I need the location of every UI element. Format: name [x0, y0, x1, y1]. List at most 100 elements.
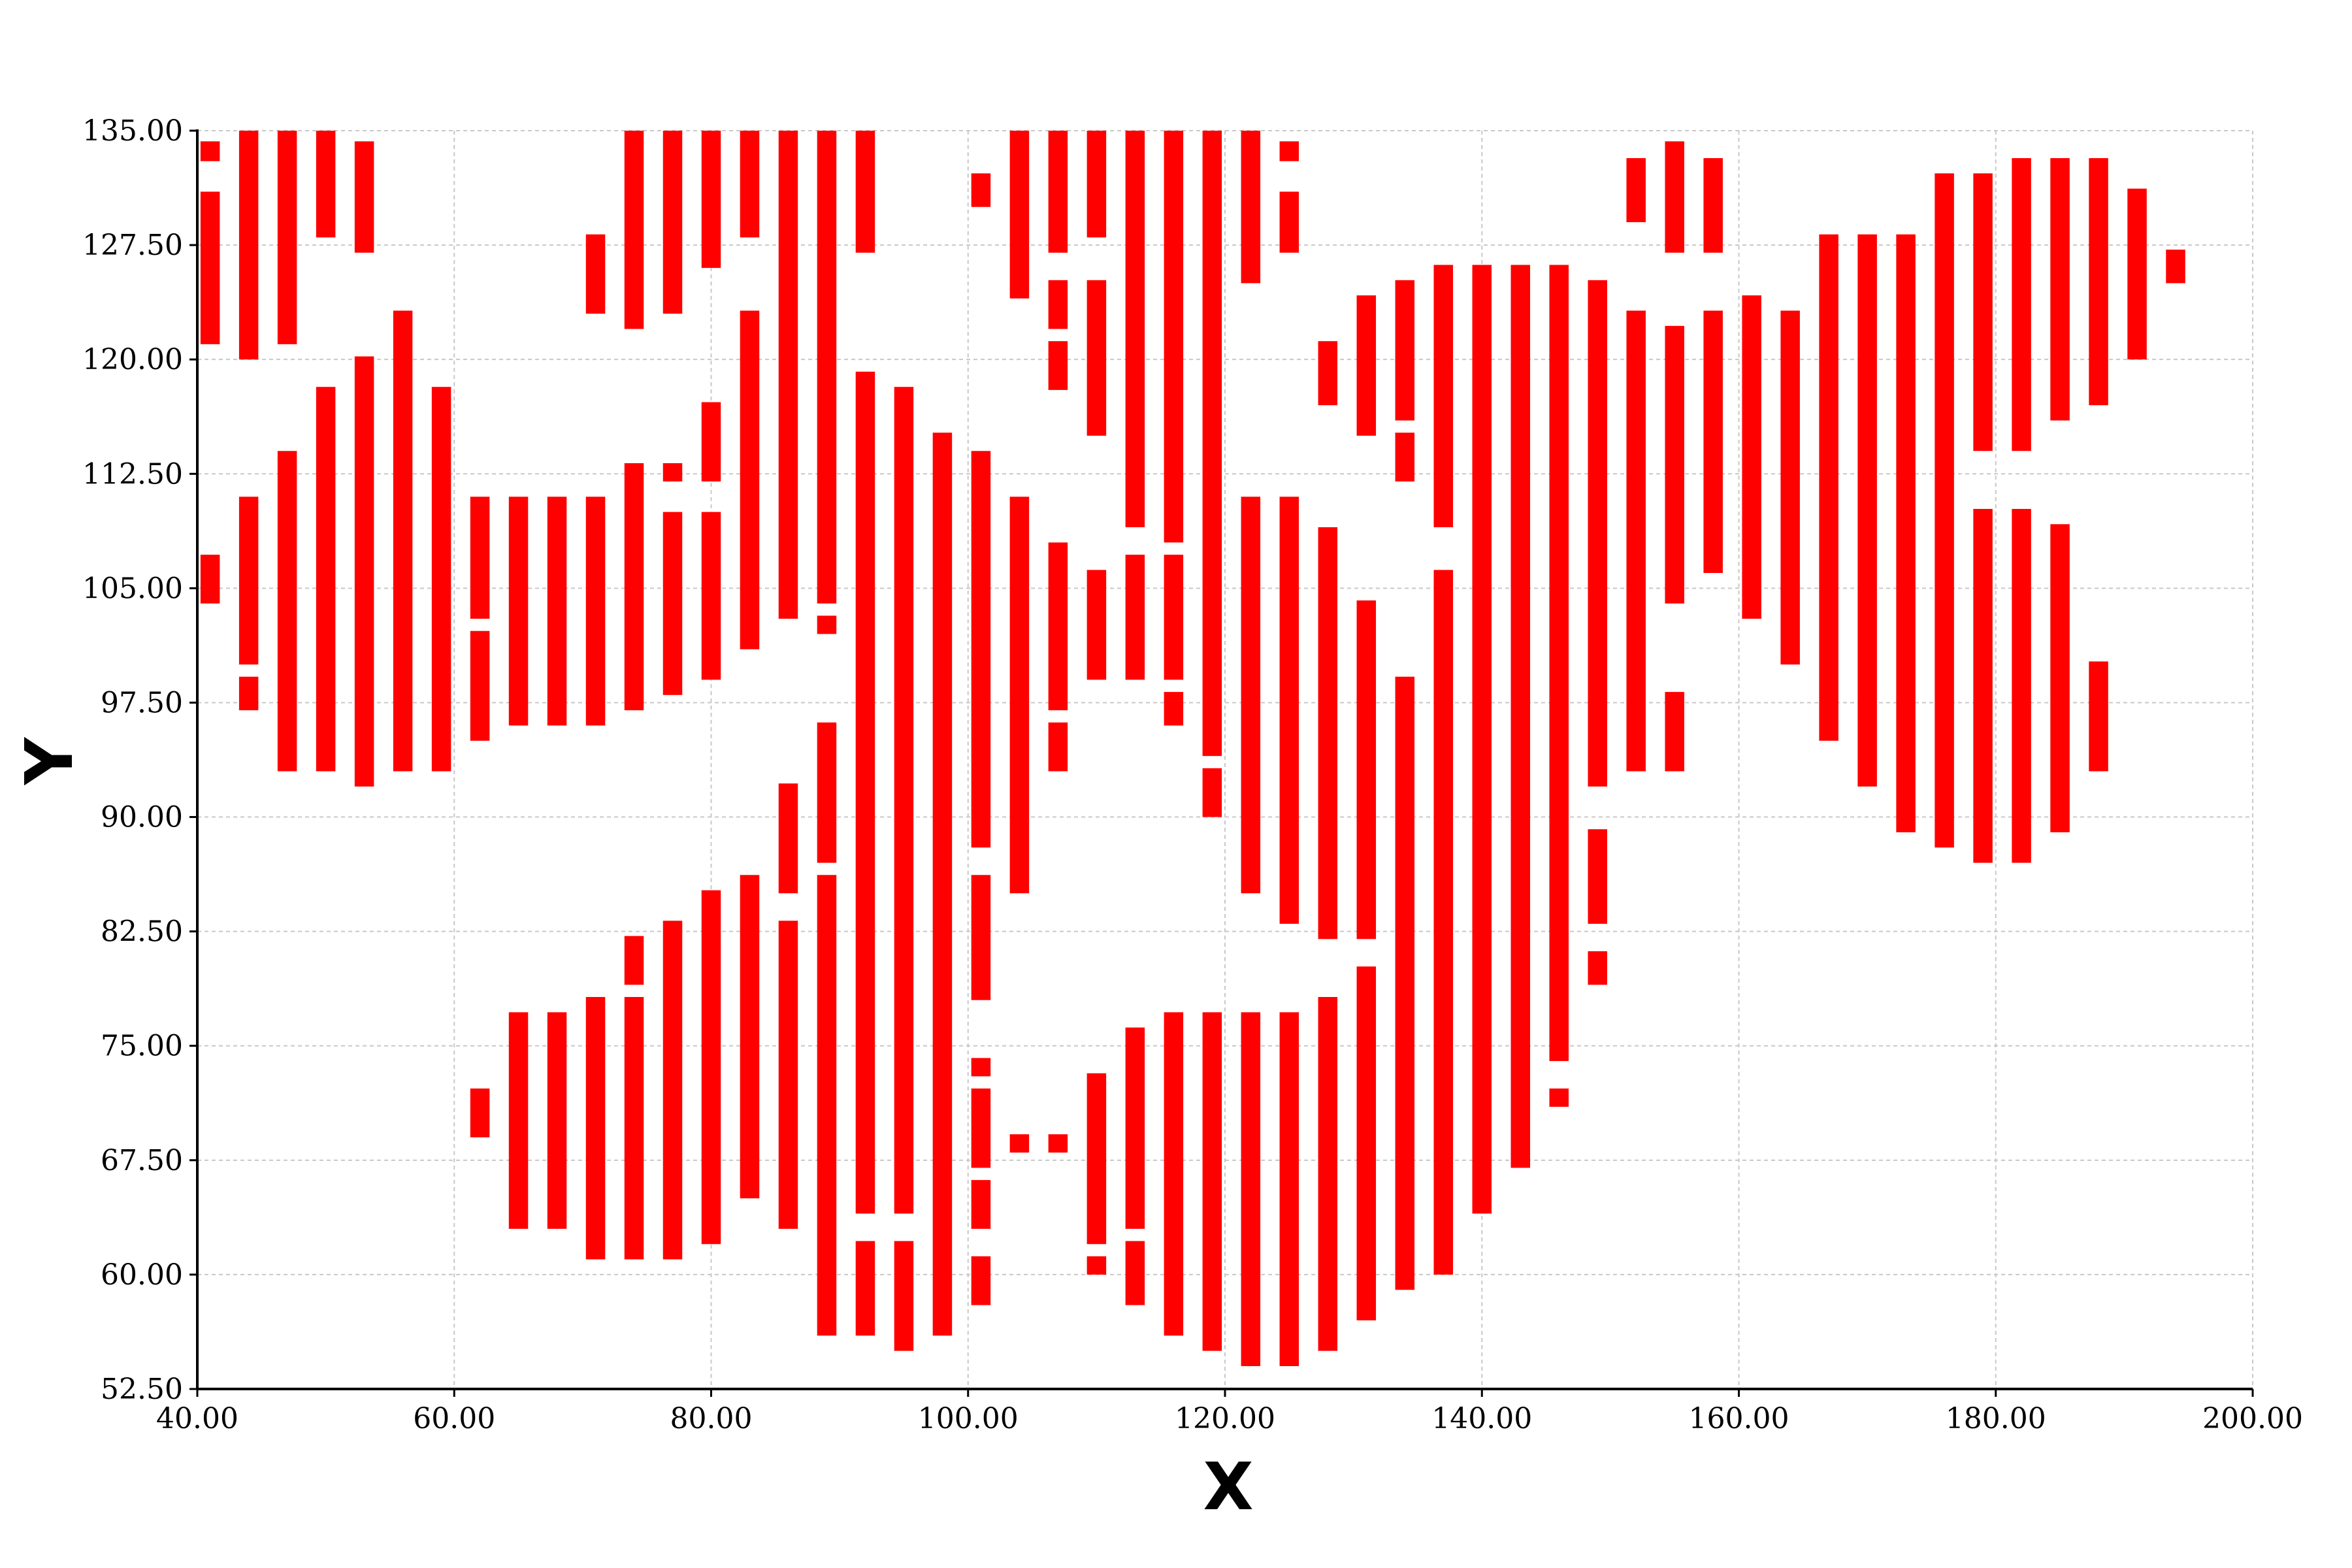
- bar: [894, 1241, 914, 1351]
- y-tick-label: 127.50: [82, 229, 183, 262]
- bar: [817, 722, 837, 863]
- bar: [1164, 131, 1184, 543]
- bar: [1703, 310, 1723, 574]
- bar: [1009, 1134, 1030, 1153]
- bar: [971, 875, 991, 1000]
- x-tick-label: 160.00: [1689, 1402, 1789, 1435]
- x-tick-label: 100.00: [918, 1402, 1019, 1435]
- y-tick-label: 135.00: [82, 114, 183, 148]
- bar: [1742, 295, 1761, 619]
- y-axis-title: Y: [11, 736, 88, 785]
- bar: [1009, 131, 1030, 299]
- bar: [1279, 1012, 1299, 1366]
- bar: [1241, 1012, 1261, 1366]
- bar: [1588, 951, 1607, 985]
- bar: [1318, 527, 1338, 939]
- bar: [2012, 158, 2031, 451]
- bar: [817, 615, 837, 634]
- bar: [855, 1241, 875, 1336]
- y-tick-label: 120.00: [82, 343, 183, 376]
- x-tick-label: 120.00: [1175, 1402, 1275, 1435]
- bar: [624, 131, 644, 329]
- bar: [662, 512, 683, 695]
- bar: [1973, 173, 1993, 451]
- bar: [1086, 1073, 1107, 1245]
- bar: [740, 310, 760, 649]
- bar: [662, 131, 683, 314]
- bar: [1356, 295, 1377, 436]
- bar: [1703, 158, 1723, 253]
- bar: [1395, 280, 1415, 421]
- bar: [431, 387, 451, 772]
- bar: [585, 497, 606, 726]
- bar: [1048, 1134, 1068, 1153]
- axes: [189, 129, 2254, 1397]
- bar: [1241, 131, 1261, 284]
- bar: [971, 1180, 991, 1229]
- bar: [1665, 141, 1684, 253]
- bar: [624, 997, 644, 1260]
- bar: [2050, 524, 2070, 832]
- bar: [2166, 250, 2185, 284]
- bar: [894, 387, 914, 1214]
- y-tick-label: 97.50: [101, 686, 183, 719]
- bar: [1472, 265, 1492, 1214]
- tick-labels: 40.00 60.00 80.00 100.00 120.00 140.00 160.00 1…: [82, 114, 2303, 1435]
- bar: [1164, 555, 1184, 680]
- bar: [1395, 676, 1415, 1290]
- bar: [1395, 433, 1415, 482]
- bar: [1241, 497, 1261, 894]
- bar: [1125, 1027, 1145, 1229]
- bar: [470, 1088, 490, 1137]
- bar: [701, 890, 721, 1245]
- bar: [200, 191, 220, 344]
- bar: [1588, 280, 1607, 787]
- bar: [778, 131, 798, 619]
- bar: [932, 433, 953, 1336]
- bar: [971, 451, 991, 848]
- bar: [1279, 141, 1299, 161]
- bar: [817, 875, 837, 1336]
- bar: [354, 141, 374, 253]
- bar: [1549, 265, 1569, 1062]
- bar: [1356, 600, 1377, 939]
- bar: [662, 921, 683, 1260]
- bar: [971, 173, 991, 207]
- bar: [971, 1058, 991, 1077]
- bar: [701, 131, 721, 269]
- bar: [1665, 692, 1684, 772]
- x-tick-label: 140.00: [1431, 1402, 1532, 1435]
- bar: [1279, 497, 1299, 924]
- bar: [2012, 508, 2031, 863]
- bar: [1048, 542, 1068, 711]
- bar: [470, 497, 490, 619]
- bar: [1279, 191, 1299, 253]
- bar: [1086, 131, 1107, 238]
- bar: [2089, 661, 2108, 772]
- y-tick-label: 75.00: [101, 1030, 183, 1063]
- bar: [508, 497, 529, 726]
- bar: [1164, 1012, 1184, 1336]
- bar: [1626, 158, 1646, 223]
- y-tick-label: 105.00: [82, 572, 183, 605]
- bar: [1433, 570, 1454, 1275]
- bar: [778, 921, 798, 1229]
- bar: [2127, 188, 2147, 360]
- y-tick-label: 67.50: [101, 1144, 183, 1177]
- bar: [740, 875, 760, 1199]
- bar: [1935, 173, 1954, 848]
- x-tick-label: 200.00: [2202, 1402, 2303, 1435]
- bar: [740, 131, 760, 238]
- bar: [1819, 234, 1838, 741]
- bar: [1973, 508, 1993, 863]
- bar: [1588, 829, 1607, 924]
- bar: [1202, 1012, 1222, 1351]
- bar: [508, 1012, 529, 1229]
- bar: [1780, 310, 1800, 665]
- bar: [1164, 692, 1184, 726]
- bar: [1048, 280, 1068, 329]
- y-tick-label: 82.50: [101, 915, 183, 949]
- bar: [277, 451, 297, 772]
- bar: [1356, 966, 1377, 1320]
